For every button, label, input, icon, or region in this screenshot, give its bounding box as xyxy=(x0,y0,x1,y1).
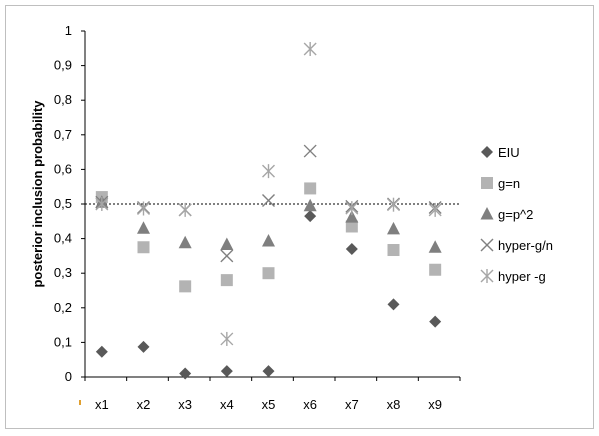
legend-marker xyxy=(481,177,493,189)
y-axis-label: posterior inclusion probability xyxy=(30,100,45,288)
legend-label: hyper -g xyxy=(498,269,546,284)
data-point xyxy=(345,210,359,223)
chart-frame xyxy=(5,5,594,429)
x-tick-label: x9 xyxy=(428,397,442,412)
legend-marker xyxy=(480,238,494,252)
legend-item: hyper-g/n xyxy=(480,238,553,253)
data-point xyxy=(429,263,442,276)
data-point xyxy=(262,194,275,208)
data-point xyxy=(137,201,150,216)
data-point xyxy=(137,241,150,254)
legend-item: EIU xyxy=(481,145,520,160)
y-tick-label: 0,5 xyxy=(54,196,72,211)
data-points xyxy=(95,41,442,380)
data-point xyxy=(220,274,233,287)
legend-marker xyxy=(480,269,494,283)
data-point xyxy=(304,182,317,195)
x-tick-label: x7 xyxy=(345,397,359,412)
data-point xyxy=(137,221,150,234)
data-point xyxy=(137,340,150,353)
data-point xyxy=(262,234,275,247)
x-tick-labels: x1 x2 x3 x4 x5 x6 x7 x8 x9 xyxy=(84,377,461,412)
data-point xyxy=(428,202,442,217)
data-point xyxy=(178,235,192,249)
series-diamond xyxy=(95,210,442,380)
legend-marker xyxy=(480,207,494,220)
legend-label: g=n xyxy=(498,176,520,191)
data-point xyxy=(220,237,234,250)
data-point xyxy=(262,365,275,378)
data-point xyxy=(345,242,358,255)
data-point xyxy=(179,367,192,380)
legend-item: g=n xyxy=(481,176,520,191)
data-point xyxy=(95,197,109,211)
y-tick-label: 0,8 xyxy=(54,92,72,107)
y-tick-label: 0,4 xyxy=(54,231,72,246)
data-point xyxy=(429,315,442,328)
series-square xyxy=(95,182,442,293)
x-tick-label: x8 xyxy=(387,397,401,412)
legend-item: hyper -g xyxy=(480,269,546,284)
y-tick-label: 0,1 xyxy=(54,334,72,349)
legend-label: g=p^2 xyxy=(498,207,533,222)
data-point xyxy=(387,221,400,235)
data-point xyxy=(303,144,317,158)
legend: EIU g=n g=p^2 hyper-g/n hyper -g xyxy=(480,145,553,284)
legend-marker xyxy=(481,146,493,158)
x-tick-label: x2 xyxy=(137,397,151,412)
data-point xyxy=(345,220,358,233)
series-asterisk xyxy=(95,41,442,346)
data-point xyxy=(95,345,108,358)
y-tick-label: 1 xyxy=(65,23,72,38)
x-tick-label: x3 xyxy=(178,397,192,412)
data-point xyxy=(304,210,317,223)
y-tick-label: 0,9 xyxy=(54,58,72,73)
data-point xyxy=(220,365,233,378)
data-point xyxy=(262,164,275,179)
x-tick-label: x5 xyxy=(262,397,276,412)
data-point xyxy=(345,201,359,216)
data-point xyxy=(178,202,192,217)
legend-item: g=p^2 xyxy=(480,207,533,222)
data-point xyxy=(220,331,234,346)
data-point xyxy=(262,267,275,280)
y-tick-label: 0,3 xyxy=(54,265,72,280)
data-point xyxy=(179,280,192,293)
y-tick-labels: 0 0,1 0,2 0,3 0,4 0,5 0,6 0,7 0,8 0,9 1 xyxy=(54,23,85,384)
data-point xyxy=(387,197,400,212)
x-origin-marker xyxy=(79,400,81,405)
x-tick-label: x6 xyxy=(303,397,317,412)
y-tick-label: 0,2 xyxy=(54,300,72,315)
data-point xyxy=(303,198,317,212)
x-tick-label: x4 xyxy=(220,397,234,412)
data-point xyxy=(303,41,317,56)
y-tick-label: 0 xyxy=(65,369,72,384)
data-point xyxy=(428,240,442,253)
legend-label: EIU xyxy=(498,145,520,160)
data-point xyxy=(387,298,400,311)
y-tick-label: 0,6 xyxy=(54,161,72,176)
legend-label: hyper-g/n xyxy=(498,238,553,253)
data-point xyxy=(387,244,400,257)
data-point xyxy=(220,249,234,263)
y-tick-label: 0,7 xyxy=(54,127,72,142)
x-tick-label: x1 xyxy=(95,397,109,412)
